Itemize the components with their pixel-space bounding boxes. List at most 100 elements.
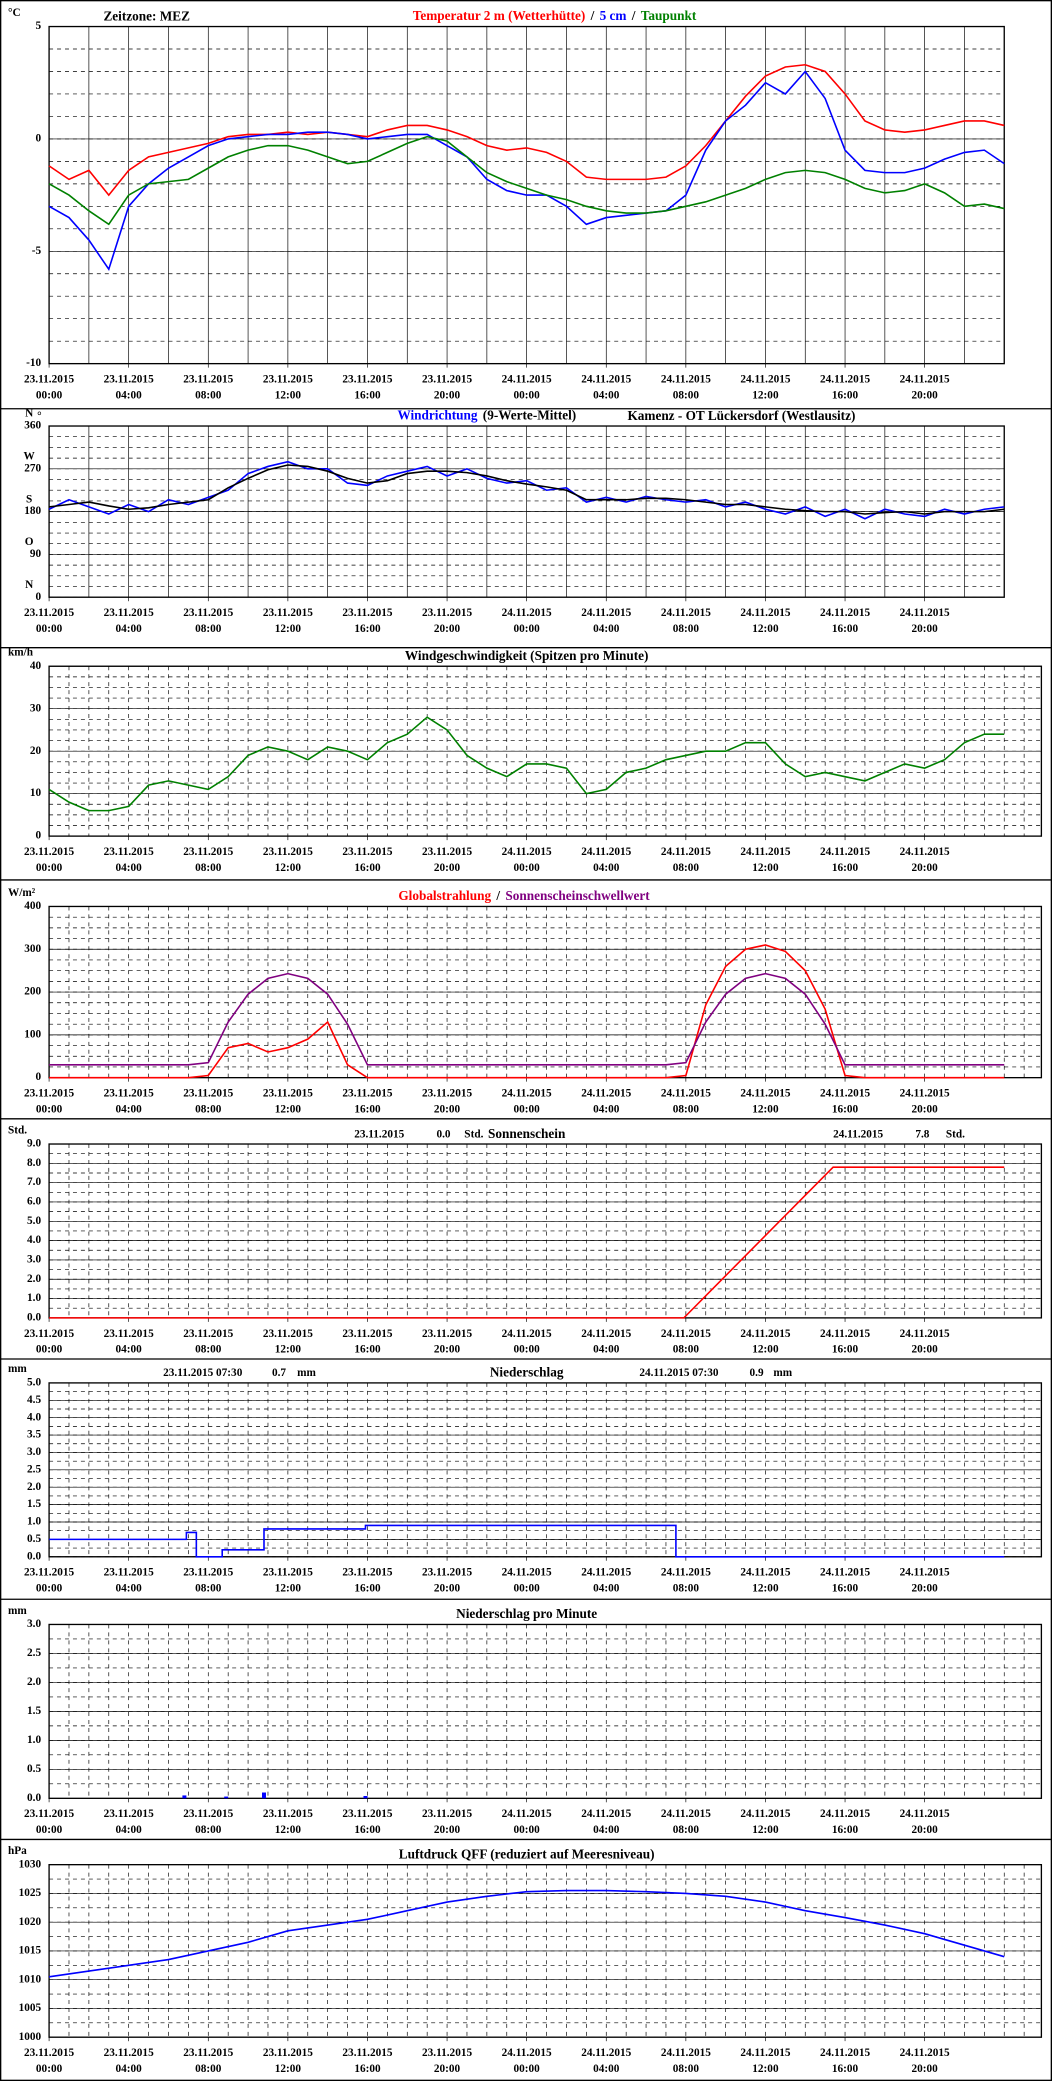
x-tick-label: 24.11.2015 08:00 [661, 1087, 711, 1115]
chart-title: Niederschlag [490, 1365, 564, 1380]
total-date: 24.11.2015 07:30 [639, 1367, 719, 1379]
y-tick-label: 0 [35, 591, 41, 603]
unit-label: °C [8, 7, 21, 19]
x-tick-label: 23.11.2015 12:00 [263, 607, 313, 635]
y-tick-label: 7.0 [27, 1176, 41, 1188]
data-line [49, 1524, 1005, 1558]
x-tick-label: 24.11.2015 20:00 [900, 1808, 950, 1836]
legend-entry: Taupunkt [641, 8, 697, 23]
y-tick-label: 30 [30, 702, 42, 714]
data-line [48, 70, 1005, 272]
legend: Globalstrahlung / Sonnenscheinschwellwert [398, 888, 650, 903]
x-tick-label: 24.11.2015 00:00 [502, 1327, 552, 1355]
y-tick-label: 1.0 [27, 1734, 41, 1746]
y-tick-label: 0 [35, 1071, 41, 1083]
x-tick-label: 24.11.2015 16:00 [820, 1087, 870, 1115]
y-tick-label: -10 [26, 357, 41, 369]
y-tick-label: 6.0 [27, 1196, 41, 1208]
x-tick-label: 24.11.2015 16:00 [820, 373, 870, 401]
y-tick-label: 1025 [19, 1887, 42, 1899]
y-tick-label: 0 [35, 830, 41, 842]
x-tick-label: 24.11.2015 12:00 [740, 373, 790, 401]
x-tick-label: 23.11.2015 20:00 [422, 607, 472, 635]
x-tick-label: 24.11.2015 00:00 [502, 607, 552, 635]
y-tick-label: 0.5 [27, 1763, 41, 1775]
x-tick-label: 24.11.2015 20:00 [900, 607, 950, 635]
x-tick-label: 24.11.2015 12:00 [740, 607, 790, 635]
x-tick-label: 24.11.2015 00:00 [502, 846, 552, 874]
x-tick-label: 24.11.2015 16:00 [820, 1566, 870, 1594]
legend-entry: Windrichtung [397, 408, 477, 423]
y-tick-label: 2.0 [27, 1273, 41, 1285]
total-unit: Std. [464, 1128, 483, 1140]
x-tick-label: 23.11.2015 08:00 [183, 1087, 233, 1115]
x-tick-label: 23.11.2015 00:00 [24, 607, 74, 635]
x-tick-label: 24.11.2015 04:00 [581, 1087, 631, 1115]
y-tick-label: 1.5 [27, 1498, 41, 1510]
x-tick-label: 24.11.2015 04:00 [581, 2047, 631, 2075]
data-line [49, 1166, 1005, 1319]
x-tick-label: 23.11.2015 00:00 [24, 1087, 74, 1115]
y-tick-label: 5.0 [27, 1377, 41, 1389]
y-tick-label: 180 [24, 505, 41, 517]
unit-label: km/h [8, 647, 34, 659]
y-tick-label: 20 [30, 745, 42, 757]
x-tick-label: 23.11.2015 08:00 [183, 1566, 233, 1594]
chart-title: Windgeschwindigkeit (Spitzen pro Minute) [405, 648, 649, 663]
x-tick-label: 24.11.2015 08:00 [661, 1808, 711, 1836]
legend-separator: / [495, 888, 500, 903]
y-tick-label: 5.0 [27, 1215, 41, 1227]
y-tick-label: 0.5 [27, 1533, 41, 1545]
total-value: 0.9 [750, 1367, 764, 1379]
x-tick-label: 24.11.2015 00:00 [502, 1808, 552, 1836]
total-value: 0.0 [436, 1128, 450, 1140]
y-tick-label: 1010 [19, 1973, 42, 1985]
x-tick-label: 24.11.2015 20:00 [900, 1087, 950, 1115]
data-line [48, 460, 1005, 520]
x-tick-label: 24.11.2015 04:00 [581, 1566, 631, 1594]
x-tick-label: 23.11.2015 04:00 [104, 607, 154, 635]
x-tick-label: 24.11.2015 20:00 [900, 1327, 950, 1355]
y-tick-label: 1020 [19, 1916, 42, 1928]
y-tick-label: 3.0 [27, 1618, 41, 1630]
y-tick-label: 2.5 [27, 1463, 41, 1475]
total-unit: mm [773, 1367, 792, 1379]
x-tick-label: 24.11.2015 12:00 [740, 1566, 790, 1594]
x-tick-label: 24.11.2015 08:00 [661, 2047, 711, 2075]
x-tick-label: 23.11.2015 12:00 [263, 846, 313, 874]
x-tick-label: 24.11.2015 16:00 [820, 1808, 870, 1836]
x-tick-label: 24.11.2015 00:00 [502, 1566, 552, 1594]
y-tick-label: 0.0 [27, 1792, 41, 1804]
x-tick-label: 24.11.2015 20:00 [900, 2047, 950, 2075]
x-tick-label: 24.11.2015 04:00 [581, 607, 631, 635]
y-tick-label: 400 [24, 900, 41, 912]
y-tick-label: 1030 [19, 1858, 42, 1870]
x-tick-label: 23.11.2015 04:00 [104, 1566, 154, 1594]
x-tick-label: 23.11.2015 12:00 [263, 1327, 313, 1355]
y-tick-label: 0.0 [27, 1550, 41, 1562]
x-tick-label: 23.11.2015 16:00 [342, 846, 392, 874]
x-tick-label: 24.11.2015 20:00 [900, 1566, 950, 1594]
x-tick-label: 24.11.2015 00:00 [502, 373, 552, 401]
total-value: 0.7 [272, 1367, 286, 1379]
x-tick-label: 23.11.2015 00:00 [24, 1808, 74, 1836]
x-tick-label: 23.11.2015 12:00 [263, 2047, 313, 2075]
legend-entry: Globalstrahlung [398, 888, 491, 903]
unit-label: ° [37, 410, 42, 422]
bar [182, 1795, 187, 1799]
y-tick-label: 1.0 [27, 1516, 41, 1528]
x-tick-label: 23.11.2015 16:00 [342, 607, 392, 635]
x-tick-label: 24.11.2015 04:00 [581, 1327, 631, 1355]
title-note: Zeitzone: MEZ [103, 8, 190, 23]
y-tick-label: 10 [30, 787, 42, 799]
station: Kamenz - OT Lückersdorf (Westlausitz) [627, 408, 855, 423]
compass-label: W [24, 450, 36, 462]
y-tick-label: 1.0 [27, 1292, 41, 1304]
compass-label: N [25, 579, 33, 591]
x-tick-label: 23.11.2015 00:00 [24, 373, 74, 401]
y-tick-label: 40 [30, 660, 42, 672]
bar [363, 1795, 368, 1799]
unit-label: Std. [8, 1124, 27, 1136]
unit-label: mm [8, 1363, 27, 1375]
data-line [48, 716, 1005, 812]
